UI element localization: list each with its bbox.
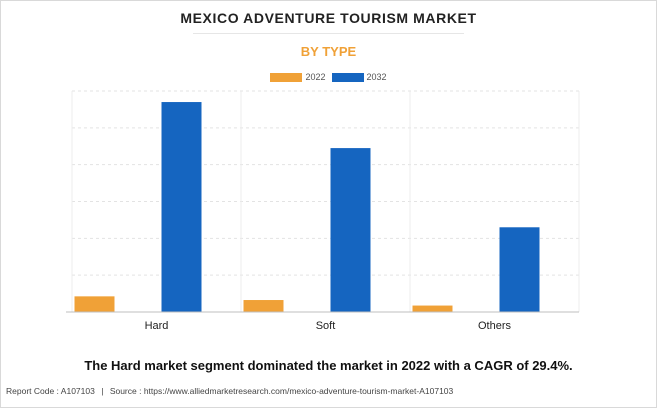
legend-label-2032: 2032 xyxy=(366,72,387,82)
title-divider xyxy=(193,33,464,34)
bar-hard-2022 xyxy=(74,296,115,312)
chart-subtitle: BY TYPE xyxy=(300,44,357,59)
footer: Report Code : A107103 | Source : https:/… xyxy=(6,386,453,396)
legend-swatch-2022 xyxy=(270,72,303,82)
x-tick-label-hard: Hard xyxy=(145,320,169,332)
report-code: Report Code : A107103 xyxy=(6,386,95,396)
footer-separator: | xyxy=(101,386,104,396)
bar-hard-2032 xyxy=(161,102,202,312)
chart-legend: 2022 2032 xyxy=(0,72,657,82)
source-link[interactable]: Source : https://www.alliedmarketresearc… xyxy=(109,386,454,396)
legend-label-2022: 2022 xyxy=(305,72,326,82)
x-tick-label-soft: Soft xyxy=(316,320,336,332)
x-axis: Hard Soft Others xyxy=(66,311,579,332)
chart-title: MEXICO ADVENTURE TOURISM MARKET xyxy=(180,10,477,26)
bars xyxy=(74,102,540,312)
bar-chart: Hard Soft Others xyxy=(66,90,580,332)
bar-soft-2022 xyxy=(243,300,284,312)
bar-others-2032 xyxy=(499,227,540,312)
bar-soft-2032 xyxy=(330,148,371,312)
x-tick-label-others: Others xyxy=(478,320,512,332)
gridlines xyxy=(71,90,580,312)
legend-swatch-2032 xyxy=(331,72,364,82)
legend-item-2032[interactable]: 2032 xyxy=(331,72,387,82)
bar-others-2022 xyxy=(412,305,453,312)
legend-item-2022[interactable]: 2022 xyxy=(270,72,326,82)
headline-text: The Hard market segment dominated the ma… xyxy=(84,358,573,373)
